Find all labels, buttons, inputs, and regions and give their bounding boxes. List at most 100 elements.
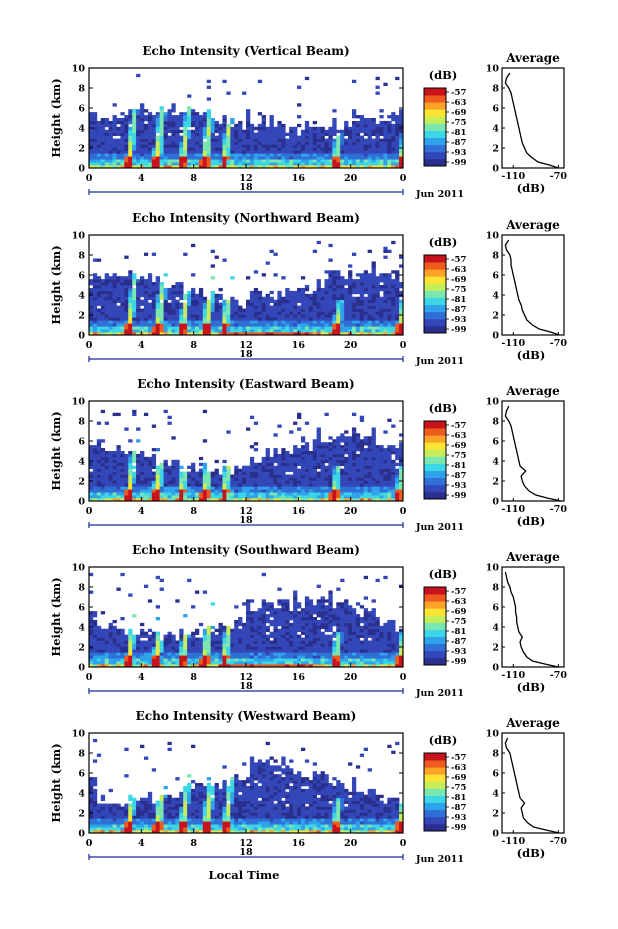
heatmap-cell xyxy=(257,329,263,333)
heatmap-cell xyxy=(383,141,388,145)
heatmap-cell xyxy=(246,153,251,157)
heatmap-cell xyxy=(363,287,369,292)
heatmap-cell xyxy=(136,299,141,303)
heatmap-cell xyxy=(147,165,153,169)
heatmap-cell xyxy=(194,323,200,327)
heatmap-cell xyxy=(391,492,396,496)
heatmap-cell xyxy=(128,646,133,650)
heatmap-cell xyxy=(304,296,310,301)
heatmap-cell xyxy=(261,483,266,487)
heatmap-cell xyxy=(304,326,310,330)
heatmap-cell xyxy=(300,474,306,478)
heatmap-cell xyxy=(124,123,129,128)
heatmap-cell xyxy=(383,326,388,330)
heatmap-cell xyxy=(230,129,235,134)
heatmap-cell xyxy=(89,451,94,455)
heatmap-cell xyxy=(89,652,94,656)
heatmap-cell xyxy=(191,109,196,113)
heatmap-cell xyxy=(395,471,400,475)
heatmap-cell xyxy=(108,625,113,630)
heatmap-cell xyxy=(136,652,141,656)
heatmap-cell xyxy=(269,489,274,493)
heatmap-cell xyxy=(273,453,278,458)
heatmap-cell xyxy=(395,156,400,160)
heatmap-cell xyxy=(359,314,365,318)
heatmap-cell xyxy=(355,462,361,467)
heatmap-cell xyxy=(120,311,125,315)
heatmap-cell xyxy=(324,456,329,461)
heatmap-cell xyxy=(391,308,396,312)
heatmap-cell xyxy=(89,162,94,166)
heatmap-cell xyxy=(128,323,133,327)
heatmap-cell xyxy=(351,483,357,487)
heatmap-cell xyxy=(387,138,392,142)
heatmap-cell xyxy=(246,622,251,627)
heatmap-cell xyxy=(367,308,372,312)
heatmap-cell xyxy=(187,314,192,318)
heatmap-cell xyxy=(187,94,192,98)
heatmap-cell xyxy=(206,138,212,142)
heatmap-cell xyxy=(289,329,294,333)
heatmap-cell xyxy=(132,162,137,166)
heatmap-cell xyxy=(89,498,94,502)
heatmap-cell xyxy=(183,112,188,116)
heatmap-cell xyxy=(281,323,286,327)
heatmap-cell xyxy=(265,314,270,318)
heatmap-cell xyxy=(363,436,369,440)
heatmap-cell xyxy=(108,480,113,484)
heatmap-cell xyxy=(100,643,106,647)
heatmap-cell xyxy=(383,459,388,464)
heatmap-cell xyxy=(375,162,380,166)
heatmap-cell xyxy=(147,664,153,668)
heatmap-cell xyxy=(143,329,149,333)
heatmap-cell xyxy=(179,296,184,301)
heatmap-cell xyxy=(344,320,349,324)
heatmap-cell xyxy=(92,290,98,295)
heatmap-cell xyxy=(124,255,129,259)
heatmap-cell xyxy=(300,287,306,292)
heatmap-cell xyxy=(222,165,227,169)
heatmap-cell xyxy=(112,637,117,641)
heatmap-cell xyxy=(399,465,404,469)
heatmap-cell xyxy=(304,299,310,303)
heatmap-cell xyxy=(108,279,113,283)
heatmap-cell xyxy=(383,477,388,481)
heatmap-cell xyxy=(112,332,117,336)
heatmap-cell xyxy=(187,305,192,309)
heatmap-cell xyxy=(293,471,298,475)
heatmap-cell xyxy=(285,317,290,321)
heatmap-cell xyxy=(194,646,200,650)
heatmap-cell xyxy=(395,165,400,169)
heatmap-cell xyxy=(269,498,274,502)
heatmap-cell xyxy=(100,135,106,139)
heatmap-cell xyxy=(124,643,129,647)
heatmap-cell xyxy=(159,162,164,166)
heatmap-cell xyxy=(167,290,172,295)
heatmap-cell xyxy=(202,314,208,318)
heatmap-cell xyxy=(234,492,239,496)
heatmap-cell xyxy=(167,486,172,490)
heatmap-cell xyxy=(359,285,365,289)
heatmap-cell xyxy=(293,317,298,321)
heatmap-cell xyxy=(175,655,180,659)
heatmap-cell xyxy=(336,468,341,472)
heatmap-cell xyxy=(348,264,353,268)
profile-y-tick-label: 0 xyxy=(492,497,499,508)
heatmap-cell xyxy=(238,468,243,472)
heatmap-cell xyxy=(242,637,247,641)
heatmap-cell xyxy=(206,483,212,487)
heatmap-cell xyxy=(136,290,141,295)
heatmap-cell xyxy=(316,326,321,330)
heatmap-cell xyxy=(187,299,192,303)
heatmap-cell xyxy=(281,305,286,309)
heatmap-cell xyxy=(100,459,106,464)
heatmap-cell xyxy=(167,112,172,116)
heatmap-cell xyxy=(249,492,255,496)
heatmap-cell xyxy=(355,498,361,502)
heatmap-cell xyxy=(324,159,329,163)
heatmap-cell xyxy=(179,159,184,163)
heatmap-cell xyxy=(391,287,396,292)
heatmap-cell xyxy=(167,658,172,662)
heatmap-cell xyxy=(179,628,184,633)
heatmap-cell xyxy=(194,590,200,594)
